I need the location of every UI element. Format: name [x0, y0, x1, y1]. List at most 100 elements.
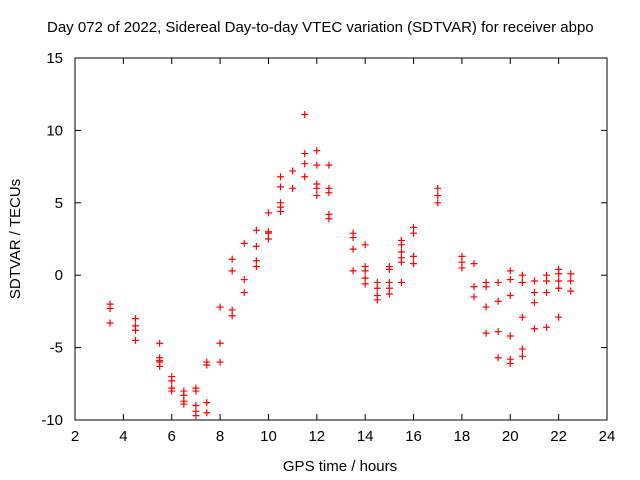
data-point-marker	[156, 339, 164, 347]
y-tick-label: -5	[50, 340, 63, 357]
data-point-marker	[518, 278, 526, 286]
data-point-marker	[192, 412, 200, 420]
data-point-marker	[397, 236, 405, 244]
data-point-marker	[494, 278, 502, 286]
data-points	[106, 110, 575, 420]
data-point-marker	[470, 260, 478, 268]
data-point-marker	[106, 319, 114, 327]
data-point-marker	[264, 228, 272, 236]
data-point-marker	[203, 361, 211, 369]
data-point-marker	[397, 248, 405, 256]
data-point-marker	[203, 409, 211, 417]
data-point-marker	[555, 313, 563, 321]
data-point-marker	[385, 278, 393, 286]
y-tick-label: 10	[46, 122, 63, 139]
data-point-marker	[410, 252, 418, 260]
x-tick-label: 8	[216, 428, 224, 445]
data-point-marker	[192, 387, 200, 395]
x-axis-ticks: 2 4 6 8 10 12 14 16 18 20 22 24	[71, 58, 616, 445]
data-point-marker	[518, 271, 526, 279]
data-point-marker	[325, 210, 333, 218]
data-point-marker	[458, 252, 466, 260]
data-point-marker	[252, 242, 260, 250]
data-point-marker	[156, 357, 164, 365]
data-point-marker	[482, 329, 490, 337]
data-point-marker	[410, 223, 418, 231]
data-point-marker	[506, 276, 514, 284]
data-point-marker	[289, 167, 297, 175]
x-tick-label: 14	[357, 428, 374, 445]
y-tick-label: 15	[46, 50, 63, 67]
data-point-marker	[277, 173, 285, 181]
data-point-marker	[313, 147, 321, 155]
data-point-marker	[434, 192, 442, 200]
data-point-marker	[349, 229, 357, 237]
x-tick-label: 20	[502, 428, 519, 445]
data-point-marker	[264, 209, 272, 217]
data-point-marker	[567, 270, 575, 278]
data-point-marker	[434, 184, 442, 192]
data-point-marker	[301, 173, 309, 181]
data-point-marker	[555, 284, 563, 292]
data-point-marker	[518, 345, 526, 353]
x-tick-label: 2	[71, 428, 79, 445]
data-point-marker	[494, 297, 502, 305]
data-point-marker	[494, 328, 502, 336]
data-point-marker	[228, 255, 236, 263]
data-point-marker	[361, 241, 369, 249]
data-point-marker	[301, 160, 309, 168]
data-point-marker	[216, 358, 224, 366]
x-tick-label: 4	[119, 428, 127, 445]
y-tick-label: 5	[55, 195, 63, 212]
data-point-marker	[240, 239, 248, 247]
data-point-marker	[106, 305, 114, 313]
data-point-marker	[349, 267, 357, 275]
data-point-marker	[313, 180, 321, 188]
data-point-marker	[506, 355, 514, 363]
data-point-marker	[301, 150, 309, 158]
data-point-marker	[482, 303, 490, 311]
data-point-marker	[567, 277, 575, 285]
data-point-marker	[373, 278, 381, 286]
data-point-marker	[168, 387, 176, 395]
data-point-marker	[313, 161, 321, 169]
data-point-marker	[506, 332, 514, 340]
data-point-marker	[494, 354, 502, 362]
data-point-marker	[277, 199, 285, 207]
data-point-marker	[216, 339, 224, 347]
x-tick-label: 24	[599, 428, 616, 445]
x-tick-label: 12	[308, 428, 325, 445]
data-point-marker	[530, 325, 538, 333]
y-tick-label: 0	[55, 267, 63, 284]
data-point-marker	[252, 226, 260, 234]
data-point-marker	[506, 267, 514, 275]
data-point-marker	[240, 289, 248, 297]
data-point-marker	[228, 312, 236, 320]
data-point-marker	[434, 199, 442, 207]
data-point-marker	[567, 287, 575, 295]
x-tick-label: 10	[260, 428, 277, 445]
x-axis-label: GPS time / hours	[283, 458, 397, 475]
data-point-marker	[530, 299, 538, 307]
x-tick-label: 16	[405, 428, 422, 445]
data-point-marker	[131, 326, 139, 334]
data-point-marker	[228, 267, 236, 275]
data-point-marker	[325, 184, 333, 192]
y-axis-label: SDTVAR / TECUs	[7, 179, 24, 299]
data-point-marker	[361, 274, 369, 282]
data-point-marker	[349, 245, 357, 253]
plot-frame	[74, 57, 608, 421]
data-point-marker	[301, 110, 309, 118]
data-point-marker	[543, 323, 551, 331]
data-point-marker	[325, 161, 333, 169]
y-tick-label: -10	[41, 412, 63, 429]
data-point-marker	[482, 278, 490, 286]
data-point-marker	[555, 277, 563, 285]
x-tick-label: 18	[454, 428, 471, 445]
data-point-marker	[216, 303, 224, 311]
data-point-marker	[252, 257, 260, 265]
chart-title: Day 072 of 2022, Sidereal Day-to-day VTE…	[47, 19, 594, 36]
data-point-marker	[543, 271, 551, 279]
data-point-marker	[518, 352, 526, 360]
data-point-marker	[131, 336, 139, 344]
